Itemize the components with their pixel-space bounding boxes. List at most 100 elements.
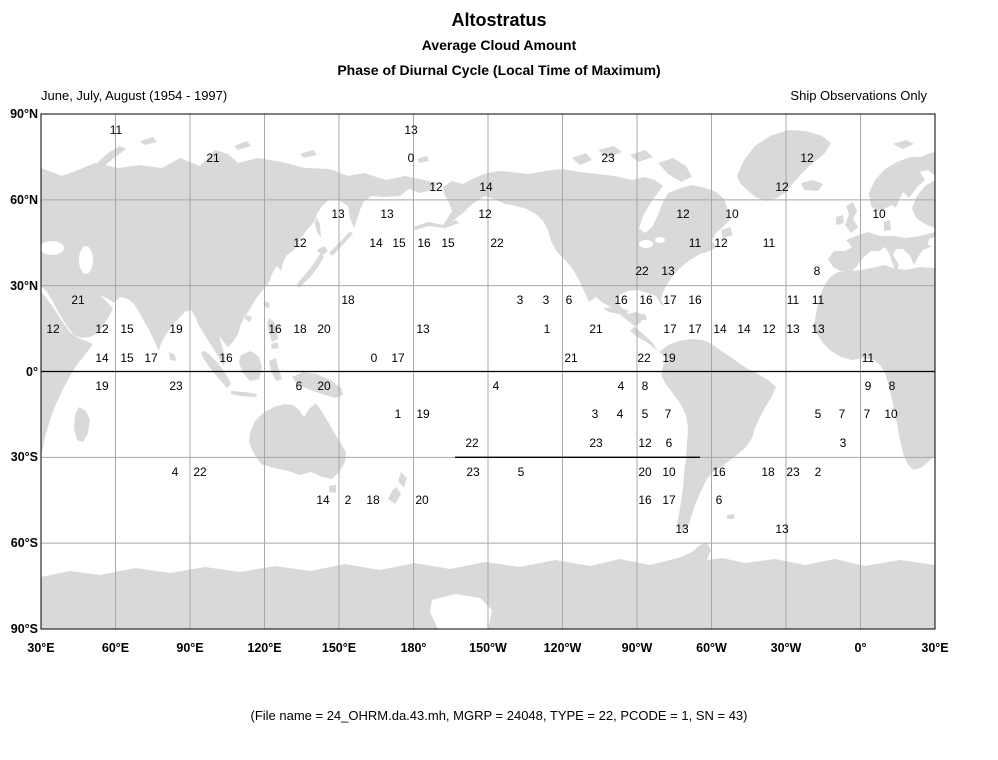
data-point: 0 xyxy=(370,351,378,365)
data-point: 12 xyxy=(293,236,307,250)
landmass-arctic-island-1 xyxy=(572,153,592,165)
data-point: 6 xyxy=(665,436,673,450)
data-point: 18 xyxy=(341,293,355,307)
great-lake-2 xyxy=(655,237,665,243)
y-axis-label: 0° xyxy=(26,364,38,379)
subtitle-cloud-amount: Average Cloud Amount xyxy=(421,37,577,53)
data-point: 20 xyxy=(415,493,429,507)
landmass-sakhalin xyxy=(315,217,321,238)
data-point: 14 xyxy=(316,493,330,507)
landmass-baffin xyxy=(658,158,692,182)
data-point: 8 xyxy=(813,264,821,278)
period-note: June, July, August (1954 - 1997) xyxy=(41,88,228,103)
data-point: 10 xyxy=(872,207,886,221)
data-point: 8 xyxy=(641,379,649,393)
landmass-north-america xyxy=(442,169,730,351)
data-point: 12 xyxy=(638,436,652,450)
data-point: 8 xyxy=(888,379,896,393)
data-point: 12 xyxy=(714,236,728,250)
data-point: 13 xyxy=(811,322,825,336)
x-axis-label: 30°E xyxy=(921,641,949,655)
landmass-ireland xyxy=(836,215,844,225)
data-point: 22 xyxy=(635,264,649,278)
data-point: 18 xyxy=(293,322,307,336)
data-point: 18 xyxy=(761,465,775,479)
landmass-eurasia xyxy=(41,150,438,366)
data-point: 13 xyxy=(786,322,800,336)
data-point: 3 xyxy=(839,436,847,450)
file-info-note: (File name = 24_OHRM.da.43.mh, MGRP = 24… xyxy=(250,708,748,723)
data-point: 19 xyxy=(169,322,183,336)
subtitle-diurnal-phase: Phase of Diurnal Cycle (Local Time of Ma… xyxy=(337,62,661,78)
data-point: 22 xyxy=(637,351,651,365)
data-point: 17 xyxy=(144,351,158,365)
data-point: 21 xyxy=(564,351,578,365)
landmass-borneo xyxy=(239,351,262,381)
data-point: 22 xyxy=(193,465,207,479)
landmass-aleutians xyxy=(413,220,459,230)
data-point: 17 xyxy=(663,293,677,307)
data-point: 3 xyxy=(591,407,599,421)
data-point: 4 xyxy=(616,407,624,421)
data-point: 23 xyxy=(589,436,603,450)
data-point: 19 xyxy=(95,379,109,393)
landmass-britain xyxy=(845,202,858,233)
black-sea xyxy=(41,241,64,255)
landmass-nz-south xyxy=(388,487,401,504)
x-axis-label: 90°W xyxy=(621,641,653,655)
data-point: 15 xyxy=(120,351,134,365)
data-point: 16 xyxy=(268,322,282,336)
y-axis-label: 90°S xyxy=(10,622,38,636)
data-point: 20 xyxy=(317,322,331,336)
data-point: 13 xyxy=(661,264,675,278)
data-point: 14 xyxy=(737,322,751,336)
data-point: 23 xyxy=(169,379,183,393)
landmass-hispaniola xyxy=(635,314,647,320)
data-point: 22 xyxy=(490,236,504,250)
landmass-japan xyxy=(297,254,324,288)
landmass-severnaya-zemlya xyxy=(234,141,251,150)
data-point: 21 xyxy=(589,322,603,336)
data-point: 13 xyxy=(331,207,345,221)
landmass-franz-josef xyxy=(140,137,157,145)
data-point: 4 xyxy=(492,379,500,393)
data-point: 20 xyxy=(638,465,652,479)
landmass-kurils xyxy=(329,231,353,256)
y-axis-label: 60°N xyxy=(10,192,38,207)
landmass-africa-east xyxy=(41,292,93,458)
x-axis-label: 120°E xyxy=(247,641,282,655)
landmass-taiwan xyxy=(264,301,270,309)
data-point: 13 xyxy=(416,322,430,336)
landmass-cuba xyxy=(603,307,629,315)
landmass-south-america xyxy=(659,339,776,531)
data-point: 14 xyxy=(479,180,493,194)
data-point: 23 xyxy=(466,465,480,479)
great-lake-1 xyxy=(639,240,653,248)
data-point: 14 xyxy=(95,351,109,365)
data-point: 9 xyxy=(864,379,872,393)
data-point: 17 xyxy=(662,493,676,507)
landmass-mindanao xyxy=(271,342,279,349)
data-point: 16 xyxy=(638,493,652,507)
data-point: 14 xyxy=(369,236,383,250)
landmass-iceland xyxy=(801,180,823,191)
data-point: 15 xyxy=(441,236,455,250)
data-point: 1 xyxy=(394,407,402,421)
landmass-australia xyxy=(249,403,346,479)
data-point: 20 xyxy=(317,379,331,393)
y-axis-label: 90°N xyxy=(10,107,38,121)
landmass-java xyxy=(231,391,257,397)
map-highlight-lines xyxy=(41,370,935,459)
data-point: 11 xyxy=(688,236,702,250)
data-point: 7 xyxy=(664,407,672,421)
landmass-newfoundland xyxy=(721,227,733,238)
ross-sea-notch xyxy=(430,594,492,629)
data-point: 11 xyxy=(762,236,776,250)
data-point: 21 xyxy=(71,293,85,307)
landmass-finland xyxy=(912,180,935,228)
data-point: 16 xyxy=(639,293,653,307)
x-axis-label: 0° xyxy=(854,641,867,655)
data-point: 16 xyxy=(417,236,431,250)
data-point: 4 xyxy=(171,465,179,479)
